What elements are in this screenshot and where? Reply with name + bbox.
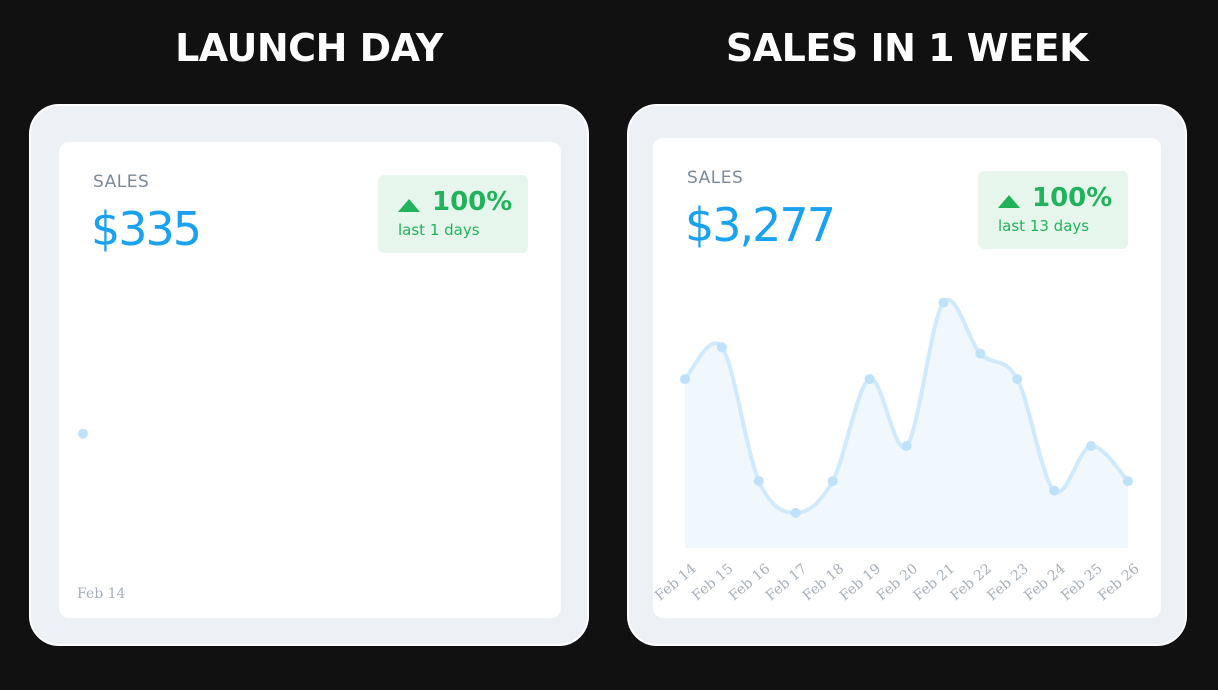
- x-tick-label: Feb 15: [689, 561, 736, 604]
- launch-day-card: SALES $335 100% last 1 days Feb 14: [59, 142, 561, 618]
- x-tick-label: Feb 19: [837, 561, 884, 604]
- sales-value: $3,277: [685, 198, 836, 252]
- data-point-feb-26: [1123, 476, 1133, 487]
- change-badge: 100% last 13 days: [978, 171, 1128, 249]
- trend-up-icon: [398, 199, 420, 212]
- change-period: last 1 days: [398, 221, 480, 239]
- data-point-feb-14: [680, 374, 690, 385]
- x-tick-label: Feb 24: [1021, 561, 1068, 604]
- x-tick-label: Feb 23: [984, 561, 1031, 604]
- sales-label: SALES: [687, 168, 744, 188]
- data-point-feb-18: [827, 476, 838, 487]
- x-tick-label: Feb 17: [763, 561, 810, 604]
- data-point-feb-17: [790, 507, 801, 518]
- change-badge: 100% last 1 days: [378, 175, 528, 253]
- change-percent: 100%: [432, 187, 513, 217]
- x-tick-label: Feb 26: [1095, 561, 1142, 604]
- data-point-feb-16: [753, 476, 764, 487]
- x-tick-label: Feb 18: [800, 561, 847, 604]
- data-point-feb-20: [901, 441, 912, 451]
- launch-day-chart: Feb 14: [77, 428, 126, 602]
- x-tick-label: Feb 20: [874, 561, 921, 604]
- data-point-feb-21: [938, 297, 949, 308]
- x-tick-label: Feb 14: [77, 586, 126, 602]
- data-point-feb-22: [975, 348, 986, 359]
- sales-label: SALES: [93, 172, 150, 192]
- sales-week-heading: SALES IN 1 WEEK: [725, 26, 1089, 70]
- data-point-feb-25: [1086, 441, 1097, 451]
- data-point-feb-14: [78, 428, 88, 439]
- trend-up-icon: [998, 195, 1020, 208]
- sales-week-frame: SALES $3,277 100% last 13 days Feb 14 Feb…: [627, 104, 1187, 646]
- x-tick-label: Feb 21: [911, 561, 958, 604]
- change-period: last 13 days: [998, 217, 1090, 235]
- x-tick-label: Feb 16: [726, 561, 773, 604]
- launch-day-frame: SALES $335 100% last 1 days Feb 14: [29, 104, 589, 646]
- data-point-feb-23: [1012, 374, 1023, 385]
- sales-area: [685, 299, 1128, 548]
- x-tick-label: Feb 22: [947, 561, 994, 604]
- data-point-feb-24: [1049, 485, 1060, 496]
- data-point-feb-19: [864, 374, 875, 385]
- launch-day-heading: LAUNCH DAY: [175, 26, 443, 70]
- x-tick-label: Feb 25: [1058, 561, 1105, 604]
- sales-value: $335: [91, 202, 202, 256]
- change-percent: 100%: [1032, 183, 1113, 213]
- sales-week-card: SALES $3,277 100% last 13 days Feb 14 Feb…: [653, 138, 1161, 618]
- data-point-feb-15: [716, 342, 727, 353]
